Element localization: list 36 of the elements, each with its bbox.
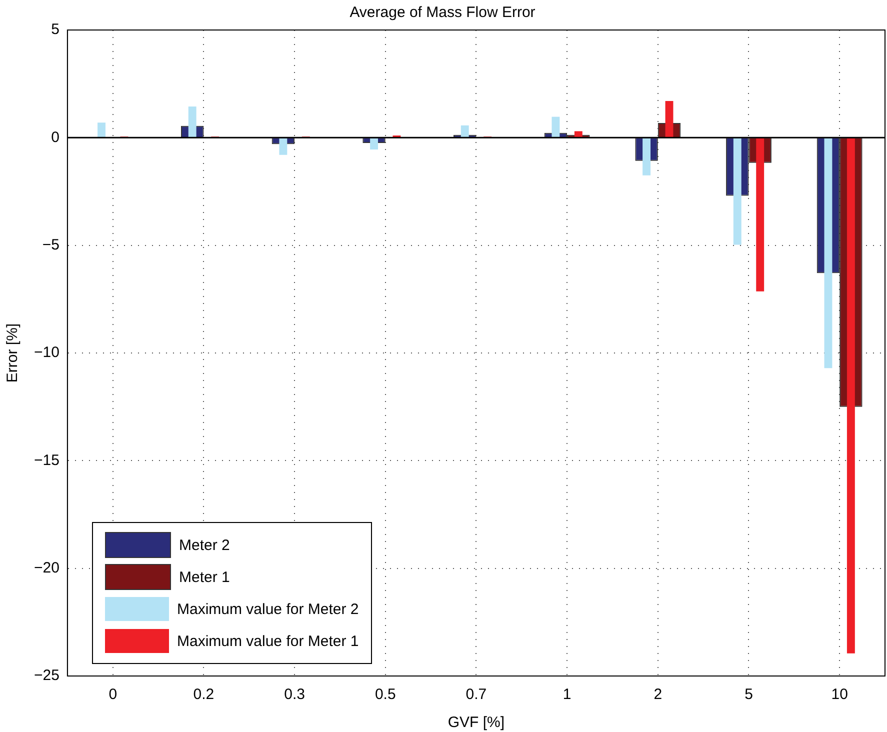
- bar: [824, 138, 832, 368]
- legend-label: Meter 1: [179, 568, 230, 586]
- legend-label: Maximum value for Meter 2: [177, 600, 359, 618]
- y-axis-title: Error [%]: [4, 323, 22, 383]
- x-tick-label: 0.5: [374, 686, 396, 704]
- y-tick-label: 5: [51, 21, 60, 38]
- bar: [460, 125, 469, 138]
- legend-label: Meter 2: [179, 536, 230, 554]
- x-tick-label: 10: [831, 686, 848, 704]
- chart-title: Average of Mass Flow Error: [350, 4, 536, 22]
- x-tick-label: 0.3: [284, 686, 305, 704]
- bar: [370, 138, 378, 150]
- bar: [756, 138, 764, 292]
- x-tick-label: 0.2: [193, 686, 214, 704]
- y-tick-label: −15: [34, 452, 60, 469]
- x-tick-label: 5: [744, 686, 753, 704]
- x-axis-title: GVF [%]: [448, 714, 505, 732]
- y-tick-label: −20: [34, 559, 60, 576]
- y-tick-label: −5: [42, 236, 60, 254]
- bar: [574, 131, 582, 138]
- x-tick-label: 0: [108, 686, 118, 704]
- bar: [665, 101, 674, 138]
- x-tick-label: 0.7: [466, 686, 487, 704]
- y-tick-label: −25: [34, 667, 60, 684]
- x-tick-label: 2: [654, 686, 662, 704]
- x-tick-label: 1: [562, 686, 572, 704]
- legend-label: Maximum value for Meter 1: [177, 632, 359, 650]
- bar: [98, 122, 106, 138]
- y-tick-label: −10: [34, 344, 60, 362]
- bar: [552, 116, 560, 138]
- bar: [279, 138, 288, 155]
- bar: [188, 106, 196, 138]
- bar: [846, 138, 855, 654]
- y-tick-label: 0: [51, 128, 60, 146]
- bar: [642, 138, 651, 176]
- bar: [733, 138, 742, 245]
